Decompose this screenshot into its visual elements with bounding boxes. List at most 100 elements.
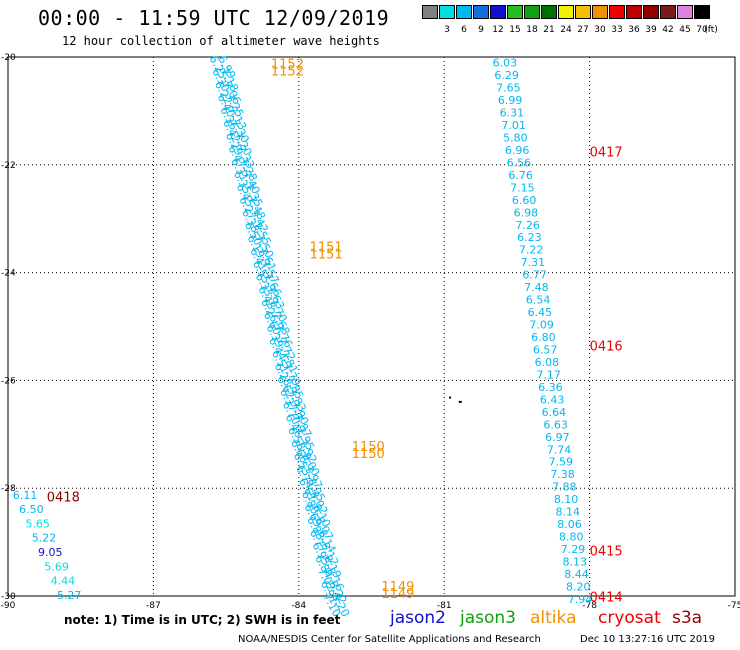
pass-time-label: 0417 [590,146,623,161]
satellite-s3a: s3a [672,608,703,628]
swh-value-east: 6.54 [526,294,551,307]
legend-swatch [626,5,642,19]
legend-swatch [575,5,591,19]
pass-time-label: 1151 [310,241,343,256]
swh-value-east: 7.65 [496,82,521,95]
lat-tick-label: -22 [1,161,16,171]
pass-time-label: 0416 [590,340,623,355]
swh-value-east: 6.31 [500,107,525,120]
swh-value-east: 7.15 [510,181,535,194]
note-text: note: 1) Time is in UTC; 2) SWH is in fe… [64,613,341,627]
legend-swatch [609,5,625,19]
page-subtitle: 12 hour collection of altimeter wave hei… [62,34,380,48]
footer-timestamp: Dec 10 13:27:16 UTC 2019 [580,634,715,645]
swh-value-east: 7.26 [515,219,540,232]
swh-value-east: 6.03 [493,57,517,70]
lon-tick-label: -84 [291,601,306,611]
pass-time-label: 0415 [590,544,623,559]
lon-tick-label: -81 [437,601,452,611]
legend-label: 33 [611,25,623,35]
legend-label: 12 [492,25,504,35]
lon-tick-label: -78 [582,601,597,611]
legend-swatch [439,5,455,19]
swh-value-east: 7.09 [529,319,554,332]
swh-value-east: 7.22 [519,244,544,257]
swh-value-east: 6.77 [522,269,547,282]
legend-swatch [558,5,574,19]
swh-value-east: 7.74 [547,443,572,456]
legend-unit: (ft) [704,25,718,35]
satellite-cryosat: cryosat [598,608,661,628]
swh-value-east: 8.20 [566,580,591,593]
swh-value-east: 6.98 [514,206,539,219]
legend-swatch [677,5,693,19]
pass-time-label-dup: 1151 [310,248,343,263]
satellite-altika: altika [530,608,577,628]
swh-value-east: 6.63 [543,418,568,431]
swh-value-west: 5.27 [57,589,82,602]
lon-tick-label: -75 [728,601,740,611]
pass-time-label: 0418 [47,491,80,506]
swh-value-east: 8.14 [556,506,581,519]
lon-tick-label: -87 [146,601,161,611]
legend-swatch [660,5,676,19]
swh-value-east: 7.48 [524,281,549,294]
swh-value-west: 6.11 [13,489,37,502]
swh-value-east: 6.23 [517,231,542,244]
legend-swatch [541,5,557,19]
pass-time-label-dup: 1149 [381,587,414,602]
swh-value-east: 7.38 [550,468,575,481]
lat-tick-label: -24 [1,269,16,279]
legend-label: 6 [461,25,467,35]
legend-swatch [694,5,710,19]
pass-time-label: 1149 [381,580,414,595]
swh-value-east: 6.56 [507,156,531,169]
swh-value-east: 6.64 [542,406,567,419]
legend-swatch [507,5,523,19]
swh-value-east: 6.99 [498,94,523,107]
swh-value-east: 6.45 [528,306,553,319]
lon-tick-label: -90 [1,601,16,611]
swh-value-east: 6.36 [538,381,563,394]
lat-tick-label: -28 [1,484,16,494]
swh-value-east: 8.13 [563,556,588,569]
legend-swatch [524,5,540,19]
swh-value-east: 6.29 [494,69,518,82]
legend-label: 18 [526,25,538,35]
swh-value-east: 6.43 [540,393,565,406]
swh-value-east: 8.80 [559,531,584,544]
swh-value-east: 6.60 [512,194,537,207]
lat-tick-label: -20 [1,53,16,63]
swh-value-west: 6.50 [19,503,43,516]
swh-value-east: 7.88 [552,481,577,494]
map-frame [7,56,736,597]
lat-tick-label: -30 [1,592,16,602]
legend-label: 39 [645,25,657,35]
legend-label: 42 [662,25,674,35]
swh-value-east: 7.29 [561,543,586,556]
legend-label: 27 [577,25,589,35]
swh-value-west: 5.22 [32,532,56,545]
satellite-jason3: jason3 [460,608,516,628]
swh-value-east: 6.76 [508,169,532,182]
legend-swatch [643,5,659,19]
legend-label: 30 [594,25,606,35]
pass-time-label: 1152 [271,57,304,72]
pass-time-label: 1150 [352,440,385,455]
swh-value-east: 7.31 [521,256,546,269]
swh-value-east: 8.10 [554,493,579,506]
swh-value-east: 6.57 [533,343,558,356]
swh-value-west: 9.05 [38,546,63,559]
legend-swatch [592,5,608,19]
legend-swatch [456,5,472,19]
legend-swatch [422,5,438,19]
swh-value-east: 7.01 [501,119,526,132]
legend-swatch [473,5,489,19]
lat-tick-label: -26 [1,376,16,386]
swh-value-west: 4.44 [51,575,76,588]
legend-label: 36 [628,25,640,35]
legend-label: 9 [478,25,484,35]
swh-value-west: 5.65 [25,517,49,530]
swh-value-east: 6.80 [531,331,556,344]
